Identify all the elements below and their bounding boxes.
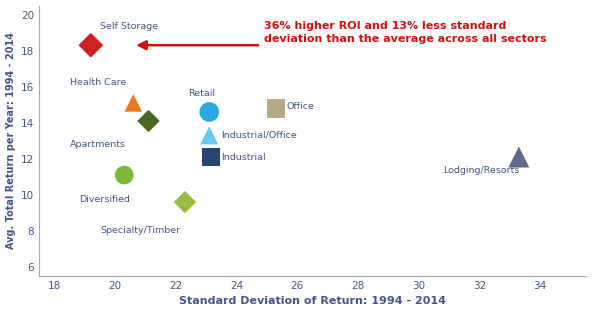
Y-axis label: Avg. Total Return per Year: 1994 - 2014: Avg. Total Return per Year: 1994 - 2014: [5, 32, 16, 249]
Point: [205, 110, 214, 115]
Point: [514, 154, 524, 159]
Text: Industrial/Office: Industrial/Office: [221, 131, 297, 140]
Point: [128, 100, 138, 105]
Point: [206, 154, 215, 159]
Point: [271, 106, 281, 111]
Text: Lodging/Resorts: Lodging/Resorts: [443, 166, 520, 175]
Text: Diversified: Diversified: [79, 195, 130, 204]
Text: 36% higher ROI and 13% less standard
deviation than the average across all secto: 36% higher ROI and 13% less standard dev…: [264, 21, 547, 44]
Text: Self Storage: Self Storage: [100, 22, 158, 31]
Point: [144, 119, 154, 124]
Point: [86, 43, 95, 48]
Text: Health Care: Health Care: [70, 78, 126, 87]
Point: [205, 133, 214, 138]
Text: Apartments: Apartments: [70, 140, 125, 149]
Point: [180, 200, 190, 205]
Text: Specialty/Timber: Specialty/Timber: [100, 226, 180, 235]
Text: Office: Office: [287, 102, 314, 111]
Point: [119, 173, 129, 178]
Text: Industrial: Industrial: [221, 153, 266, 162]
X-axis label: Standard Deviation of Return: 1994 - 2014: Standard Deviation of Return: 1994 - 201…: [179, 296, 446, 306]
Text: Retail: Retail: [188, 90, 215, 98]
